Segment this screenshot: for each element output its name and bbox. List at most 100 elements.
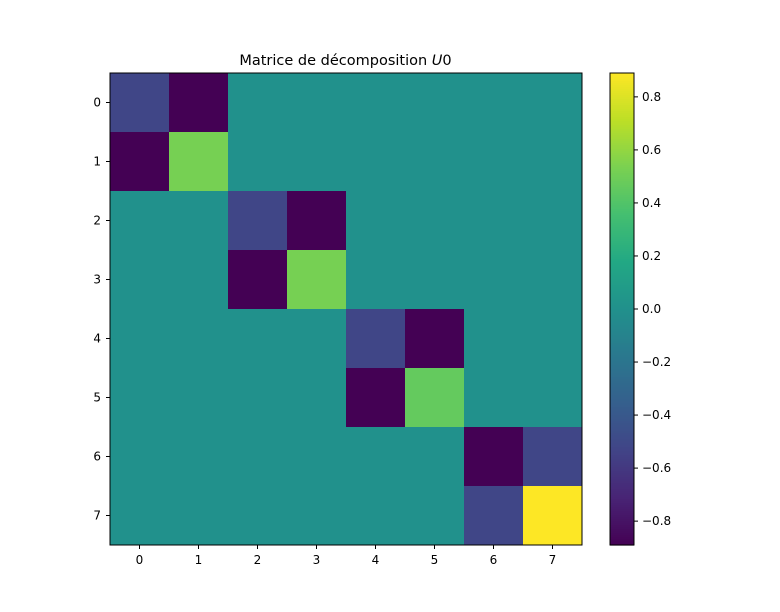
colorbar-segment	[610, 487, 634, 490]
colorbar-segment	[610, 351, 634, 354]
colorbar-segment	[610, 361, 634, 364]
colorbar-segment	[610, 529, 634, 532]
colorbar-segment	[610, 199, 634, 202]
heatmap-cell-6-0	[110, 427, 170, 487]
colorbar-segment	[610, 171, 634, 174]
colorbar-segment	[610, 91, 634, 94]
colorbar-segment	[610, 175, 634, 178]
heatmap-cell-1-0	[110, 132, 170, 192]
colorbar-segment	[610, 207, 634, 210]
colorbar-segment	[610, 117, 634, 120]
colorbar-segment	[610, 197, 634, 200]
colorbar-segment	[610, 455, 634, 458]
colorbar-segment	[610, 297, 634, 300]
heatmap-cell-1-6	[464, 132, 524, 192]
colorbar-segment	[610, 367, 634, 370]
colorbar-segment	[610, 377, 634, 380]
colorbar-segment	[610, 163, 634, 166]
heatmap-cell-3-5	[405, 250, 465, 310]
colorbar-segment	[610, 285, 634, 288]
colorbar-segment	[610, 491, 634, 494]
colorbar-segment	[610, 139, 634, 142]
colorbar-segment	[610, 299, 634, 302]
colorbar-segment	[610, 421, 634, 424]
y-tick-label-3: 3	[93, 273, 101, 287]
colorbar-segment	[610, 369, 634, 372]
colorbar-segment	[610, 177, 634, 180]
heatmap-cell-0-0	[110, 73, 170, 133]
heatmap-cell-0-2	[228, 73, 288, 133]
colorbar-segment	[610, 475, 634, 478]
heatmap-cell-1-5	[405, 132, 465, 192]
colorbar-segment	[610, 227, 634, 230]
colorbar-segment	[610, 329, 634, 332]
colorbar-segment	[610, 431, 634, 434]
colorbar-segment	[610, 187, 634, 190]
colorbar-segment	[610, 467, 634, 470]
colorbar-segment	[610, 123, 634, 126]
colorbar-segment	[610, 231, 634, 234]
colorbar-segment	[610, 291, 634, 294]
colorbar-segment	[610, 303, 634, 306]
colorbar-segment	[610, 453, 634, 456]
colorbar-segment	[610, 471, 634, 474]
colorbar-segment	[610, 419, 634, 422]
heatmap-cell-0-7	[523, 73, 583, 133]
heatmap-cell-5-0	[110, 368, 170, 428]
colorbar-segment	[610, 493, 634, 496]
colorbar-segment	[610, 375, 634, 378]
colorbar-segment	[610, 129, 634, 132]
colorbar-segment	[610, 221, 634, 224]
colorbar-segment	[610, 435, 634, 438]
x-tick-label-2: 2	[254, 553, 262, 567]
colorbar-segment	[610, 263, 634, 266]
y-tick-label-1: 1	[93, 155, 101, 169]
heatmap-cell-1-4	[346, 132, 406, 192]
colorbar-segment	[610, 247, 634, 250]
colorbar-segment	[610, 159, 634, 162]
colorbar-segment	[610, 279, 634, 282]
heatmap-cell-5-5	[405, 368, 465, 428]
heatmap-cell-6-6	[464, 427, 524, 487]
y-tick-label-4: 4	[93, 332, 101, 346]
colorbar-segment	[610, 179, 634, 182]
y-tick-label-5: 5	[93, 391, 101, 405]
heatmap-cell-4-4	[346, 309, 406, 369]
colorbar-segment	[610, 131, 634, 134]
colorbar-segment	[610, 127, 634, 130]
colorbar-segment	[610, 539, 634, 542]
colorbar-segment	[610, 513, 634, 516]
colorbar-segment	[610, 537, 634, 540]
heatmap-cell-3-7	[523, 250, 583, 310]
colorbar-segment	[610, 255, 634, 258]
colorbar-segment	[610, 389, 634, 392]
colorbar-segment	[610, 79, 634, 82]
colorbar-segment	[610, 461, 634, 464]
colorbar-segment	[610, 511, 634, 514]
heatmap-cell-2-7	[523, 191, 583, 251]
heatmap-cell-5-1	[169, 368, 229, 428]
heatmap-cell-7-3	[287, 486, 347, 546]
colorbar-segment	[610, 349, 634, 352]
colorbar-segment	[610, 89, 634, 92]
colorbar-segment	[610, 271, 634, 274]
colorbar-segment	[610, 387, 634, 390]
heatmap-cell-7-1	[169, 486, 229, 546]
colorbar-segment	[610, 501, 634, 504]
colorbar-segment	[610, 143, 634, 146]
colorbar-segment	[610, 323, 634, 326]
colorbar-segment	[610, 251, 634, 254]
colorbar-segment	[610, 319, 634, 322]
colorbar-segment	[610, 133, 634, 136]
colorbar-segment	[610, 489, 634, 492]
colorbar-segment	[610, 243, 634, 246]
colorbar-segment	[610, 469, 634, 472]
x-tick-label-5: 5	[431, 553, 439, 567]
heatmap-cell-4-0	[110, 309, 170, 369]
colorbar-segment	[610, 167, 634, 170]
colorbar-segment	[610, 83, 634, 86]
colorbar-segment	[610, 409, 634, 412]
colorbar-segment	[610, 413, 634, 416]
y-tick-label-0: 0	[93, 96, 101, 110]
colorbar-segment	[610, 457, 634, 460]
